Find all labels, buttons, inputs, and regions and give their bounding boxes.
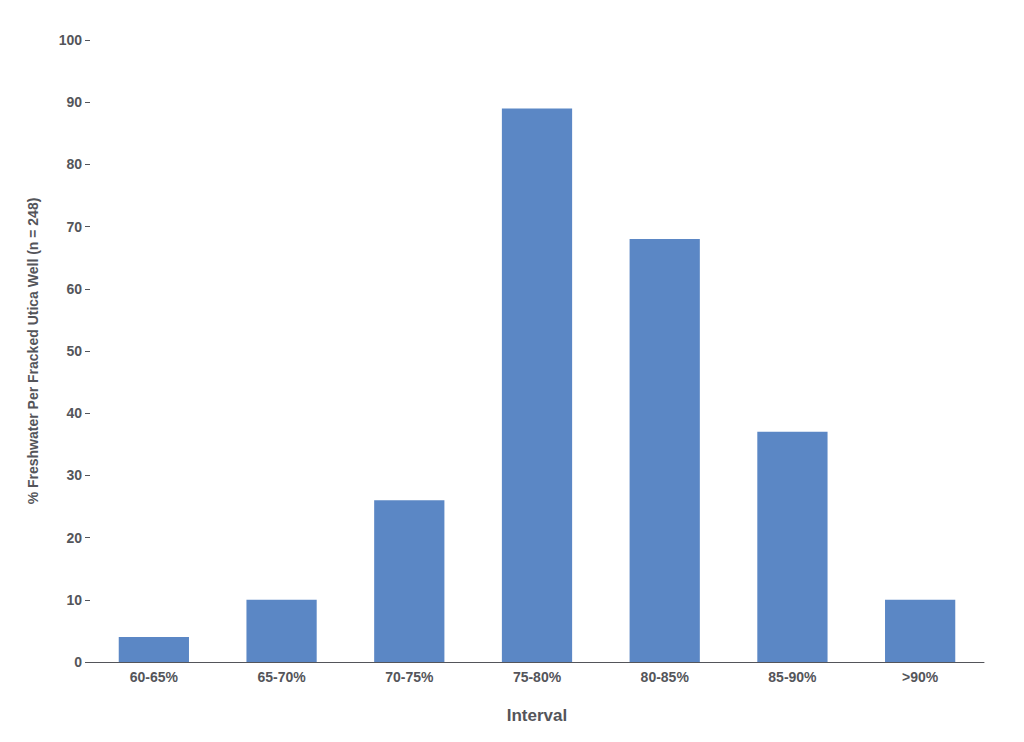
svg-text:75-80%: 75-80% xyxy=(513,669,562,685)
svg-text:30: 30 xyxy=(66,467,82,483)
svg-text:50: 50 xyxy=(66,343,82,359)
svg-text:60: 60 xyxy=(66,281,82,297)
svg-text:10: 10 xyxy=(66,592,82,608)
svg-text:65-70%: 65-70% xyxy=(257,669,306,685)
svg-text:20: 20 xyxy=(66,530,82,546)
svg-text:Interval: Interval xyxy=(507,706,567,725)
svg-text:% Freshwater Per Fracked Utica: % Freshwater Per Fracked Utica Well (n =… xyxy=(25,198,41,505)
svg-text:0: 0 xyxy=(74,654,82,670)
svg-text:40: 40 xyxy=(66,405,82,421)
svg-text:90: 90 xyxy=(66,94,82,110)
svg-text:80-85%: 80-85% xyxy=(641,669,690,685)
svg-text:100: 100 xyxy=(59,32,83,48)
svg-text:85-90%: 85-90% xyxy=(768,669,817,685)
svg-text:70-75%: 70-75% xyxy=(385,669,434,685)
svg-text:70: 70 xyxy=(66,219,82,235)
svg-text:>90%: >90% xyxy=(902,669,939,685)
svg-text:60-65%: 60-65% xyxy=(130,669,179,685)
svg-text:80: 80 xyxy=(66,156,82,172)
